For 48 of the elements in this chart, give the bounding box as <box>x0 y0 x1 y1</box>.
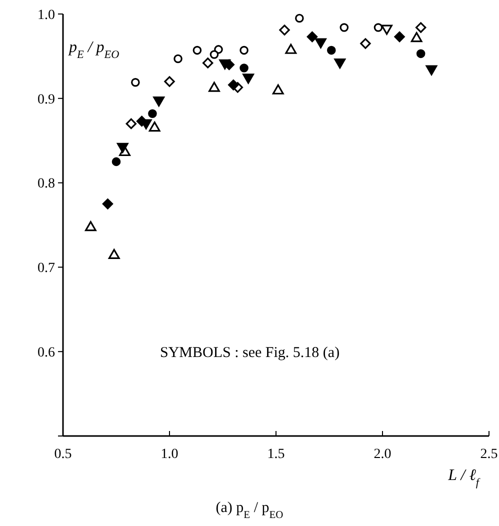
x-tick-label: 2.5 <box>480 447 498 462</box>
y-tick-label: 0.6 <box>38 346 55 360</box>
point <box>116 142 128 153</box>
point <box>416 49 426 58</box>
annotation: SYMBOLS : see Fig. 5.18 (a) <box>160 345 340 361</box>
point <box>84 221 96 232</box>
x-tick-label: 1.5 <box>267 447 285 462</box>
point <box>381 24 392 35</box>
y-axis-title: p$_{E}$ / p$_{EO}$ <box>68 39 120 61</box>
point <box>240 64 248 72</box>
point <box>242 74 254 84</box>
point <box>295 14 304 23</box>
y-tick-label: 1.0 <box>38 8 55 23</box>
point <box>112 157 121 166</box>
point <box>192 46 202 55</box>
x-tick-label: 2.0 <box>374 447 392 462</box>
point <box>334 58 346 69</box>
point <box>210 50 219 59</box>
point <box>219 59 231 70</box>
y-tick-label: 0.7 <box>38 261 55 276</box>
point <box>415 22 426 33</box>
x-axis-title: L / ℓ$_{f}$ <box>447 467 481 489</box>
point <box>174 54 182 64</box>
x-tick-label: 1.0 <box>160 447 178 462</box>
point <box>148 109 157 118</box>
text: (a) p$_{E}$ / p$_{EO}$ <box>216 500 284 520</box>
point <box>326 46 336 55</box>
point <box>102 198 114 210</box>
point <box>148 121 160 132</box>
point <box>340 23 349 32</box>
point <box>360 38 371 49</box>
point <box>153 96 165 107</box>
point <box>108 248 120 260</box>
x-tick-label: 0.5 <box>54 447 72 462</box>
y-tick-label: 0.9 <box>38 92 55 108</box>
point <box>374 23 383 32</box>
point <box>202 58 214 68</box>
point <box>394 31 405 42</box>
point <box>240 46 248 55</box>
point <box>131 78 140 87</box>
point <box>164 76 175 87</box>
point <box>306 31 318 42</box>
point <box>279 24 290 36</box>
point <box>126 118 137 130</box>
point <box>315 38 326 48</box>
y-tick-label: 0.8 <box>38 176 55 192</box>
point <box>426 65 438 76</box>
point <box>228 80 239 90</box>
